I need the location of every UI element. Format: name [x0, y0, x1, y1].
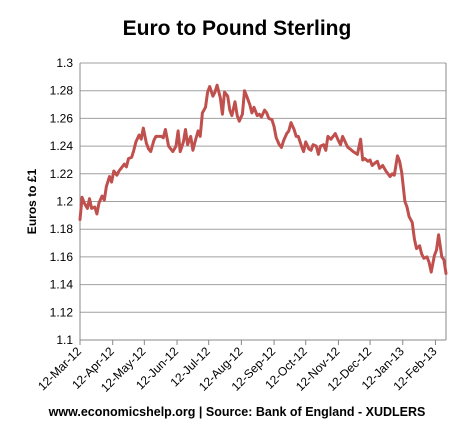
series-line-euro-gbp — [78, 83, 448, 275]
y-tick-label: 1.22 — [50, 167, 74, 181]
y-tick-label: 1.28 — [50, 84, 74, 98]
y-tick-label: 1.14 — [50, 278, 74, 292]
y-tick-label: 1.12 — [50, 305, 74, 319]
chart-title: Euro to Pound Sterling — [122, 17, 352, 40]
y-tick-label: 1.24 — [50, 139, 74, 153]
y-tick-label: 1.1 — [56, 333, 73, 347]
y-tick-label: 1.2 — [56, 195, 73, 209]
y-tick-label: 1.3 — [56, 56, 73, 70]
y-tick-label: 1.26 — [50, 111, 74, 125]
y-tick-label: 1.16 — [50, 250, 74, 264]
source-text: www.economicshelp.org | Source: Bank of … — [48, 405, 426, 419]
y-tick-label: 1.18 — [50, 222, 74, 236]
y-axis-title: Euros to £1 — [25, 169, 39, 235]
